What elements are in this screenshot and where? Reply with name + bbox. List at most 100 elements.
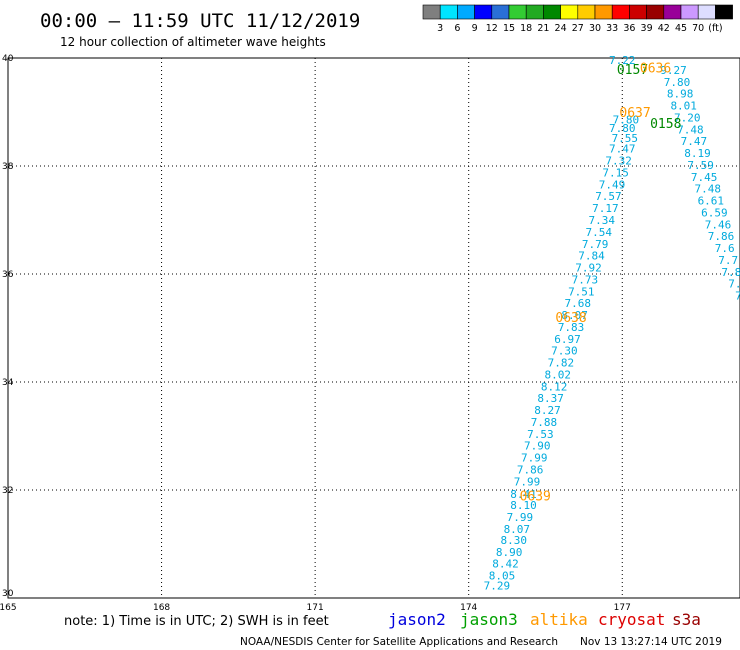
colorbar-tick-label: 6 [454,23,460,34]
swh-point-label: 7.53 [527,428,554,441]
swh-point-label: 8.41 [510,488,537,501]
swh-point-label: 8.30 [500,534,527,547]
y-tick-label: 30 [2,589,14,599]
swh-point-label: 8.42 [492,557,519,570]
swh-point-label: 7.86 [708,230,735,243]
x-tick-label: 168 [153,603,170,613]
swh-point-label: 7.86 [517,463,544,476]
swh-point-label: 7.90 [524,440,551,453]
legend-entry-cryosat: cryosat [598,610,665,629]
y-tick-label: 38 [2,162,14,172]
colorbar-swatch [577,4,596,20]
colorbar-swatch [560,4,579,20]
colorbar-swatch [715,4,733,20]
plot-frame [7,57,740,599]
legend-entry-jason2: jason2 [388,610,446,629]
swh-point-label: 8.27 [534,404,561,417]
y-tick-label: 40 [2,54,14,64]
swh-point-label: 8.19 [684,147,711,160]
swh-point-label: 7.84 [578,250,605,263]
time-annotation: 0638 [555,311,586,326]
colorbar-swatch [663,4,682,20]
swh-point-label: 7.45 [691,171,718,184]
swh-point-label: 7.80 [664,76,691,89]
swh-point-label: 7.15 [602,166,629,179]
colorbar-swatch [474,4,493,20]
swh-point-label: 7.34 [589,214,616,227]
swh-point-label: 7.80 [613,114,640,127]
swh-point-label: 8.10 [510,499,537,512]
colorbar-swatch [629,4,647,20]
time-annotation: 0639 [520,489,551,504]
footer-generated: Nov 13 13:27:14 UTC 2019 [580,636,722,648]
swh-point-label: 8.07 [561,309,588,322]
colorbar-tick-label: 70 [692,23,704,34]
swh-point-label: 7.22 [609,54,636,67]
colorbar-tick-label: 3 [437,23,443,34]
swh-point-label: 7. [728,278,740,291]
swh-point-label: 8.05 [489,569,516,582]
colorbar-tick-label: 24 [555,23,567,34]
colorbar-swatch [525,4,544,20]
swh-point-label: 7.46 [705,218,732,231]
swh-point-label: 7.73 [572,273,599,286]
swh-point-label: 7.49 [599,178,626,191]
swh-point-label: 7.99 [521,452,548,465]
legend-entry-altika: altika [530,610,588,629]
swh-point-label: 7.7 [718,254,738,267]
y-tick-label: 34 [2,378,14,388]
swh-point-label: 7.99 [514,475,541,488]
swh-point-label: 7.82 [548,357,575,370]
colorbar-unit: (ft) [708,23,722,34]
swh-point-label: 8.07 [504,523,531,536]
swh-point-label: 7.20 [674,111,701,124]
time-annotation: 0637 [619,106,650,121]
legend-entry-s3a: s3a [672,610,701,629]
swh-point-label: 8.12 [541,380,568,393]
swh-point-label: 8.90 [496,546,523,559]
swh-point-label: 8.01 [670,100,697,113]
swh-point-label: 7.80 [609,122,636,135]
colorbar-tick-label: 21 [537,23,549,34]
colorbar-swatch [611,4,630,20]
y-tick-label: 36 [2,270,14,280]
swh-point-label: 7.57 [595,190,622,203]
colorbar-swatch [594,4,613,20]
swh-point-label: 8.37 [537,392,564,405]
swh-point-label: 6.97 [554,333,581,346]
swh-point-label: 7.99 [507,511,534,524]
swh-point-label: 7.59 [687,159,714,172]
swh-point-label: 7.32 [605,155,632,168]
wave-height-points: 7.298.058.428.908.308.077.998.108.417.99… [484,54,740,592]
swh-point-label: 7.48 [695,183,722,196]
time-annotation: 0636 [640,62,671,77]
axis-tick-labels: 165 168 171 174 177 30 32 34 36 38 40 [0,54,631,613]
colorbar-swatch [680,4,699,20]
time-annotation: 0157 [617,63,648,78]
legend-entry-jason3: jason3 [460,610,518,629]
colorbar-tick-label: 30 [589,23,601,34]
colorbar-tick-label: 18 [520,23,532,34]
x-tick-label: 177 [614,603,631,613]
color-scale-legend: 3 6 9 12 15 18 21 24 27 30 33 36 39 42 45 70 (ft) [422,4,733,34]
colorbar-tick-label: 45 [675,23,687,34]
swh-point-label: 7.68 [564,297,591,310]
chart-title: 00:00 – 11:59 UTC 11/12/2019 [40,10,360,32]
swh-point-label: 7.8 [721,266,740,279]
colorbar-swatch [543,4,561,20]
footer-credit: NOAA/NESDIS Center for Satellite Applica… [240,636,558,648]
swh-point-label: 7.55 [612,132,639,145]
colorbar-swatch [508,4,527,20]
colorbar-tick-label: 36 [623,23,635,34]
x-tick-label: 171 [307,603,324,613]
swh-point-label: 7.54 [585,226,612,239]
swh-point-label: 8.98 [667,88,694,101]
chart-subtitle: 12 hour collection of altimeter wave hei… [60,35,326,49]
colorbar-swatch [491,4,510,20]
colorbar-tick-label: 42 [658,23,670,34]
swh-point-label: 9.27 [660,64,687,77]
swh-point-label: 7.47 [609,143,636,156]
colorbar-swatch [457,4,475,20]
